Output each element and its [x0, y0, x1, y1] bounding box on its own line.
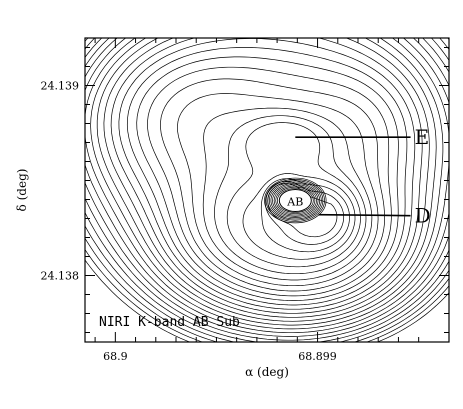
- contour-level-16: [147, 66, 392, 297]
- contour-level-13: [118, 38, 416, 310]
- contour-level-23: [260, 178, 350, 253]
- core-ring-5: [268, 181, 322, 220]
- contour-level-7: [85, 38, 449, 334]
- contour-level-6: [85, 38, 449, 337]
- contour-level-10: [96, 38, 437, 322]
- contour-level-4: [85, 38, 449, 342]
- contour-group: [85, 38, 449, 342]
- x-tick-label: 68.899: [298, 350, 337, 363]
- contour-level-20: [214, 115, 367, 275]
- contour-level-0: [85, 259, 449, 342]
- contour-level-9: [90, 38, 444, 326]
- contour-level-8: [85, 38, 449, 330]
- contour-level-22: [242, 173, 356, 260]
- core-ring-1: [275, 186, 316, 215]
- contour-level-5: [85, 38, 449, 341]
- plot-frame: [84, 37, 450, 343]
- core-ring-3: [272, 184, 319, 217]
- y-tick-label: 24.138: [41, 270, 80, 283]
- x-tick-label: 68.9: [103, 350, 128, 363]
- contour-level-18: [177, 93, 379, 287]
- y-axis-label: δ (deg): [15, 169, 29, 212]
- contour-level-15: [136, 56, 399, 301]
- contour-level-1: [85, 248, 449, 342]
- contour-level-11: [103, 38, 430, 318]
- core-ring-4: [270, 182, 321, 219]
- source-label-ab: AB: [286, 195, 303, 208]
- contour-level-14: [126, 47, 408, 306]
- core-ring-6: [267, 180, 324, 221]
- band-annotation: NIRI K-band AB Sub: [99, 315, 240, 330]
- core-mask: [278, 188, 312, 212]
- x-axis-label: α (deg): [245, 365, 289, 379]
- contour-level-19: [202, 107, 373, 281]
- contour-level-21: [226, 122, 361, 268]
- core-ring-0: [276, 188, 314, 213]
- contour-level-2: [85, 38, 449, 342]
- y-tick-label: 24.139: [41, 80, 80, 93]
- source-label-d: D: [415, 204, 431, 228]
- contour-level-12: [110, 38, 423, 314]
- plot-area: 68.9 68.899 24.138 24.139 α (deg) δ (deg) AB E D…: [15, 37, 450, 379]
- contour-level-17: [160, 78, 385, 292]
- core-ring-2: [273, 185, 317, 216]
- pointer-line-d: [318, 213, 411, 217]
- core-ring-7: [265, 178, 325, 222]
- contour-level-3: [85, 38, 449, 342]
- source-label-e: E: [415, 125, 430, 149]
- core-ring-8: [264, 177, 327, 224]
